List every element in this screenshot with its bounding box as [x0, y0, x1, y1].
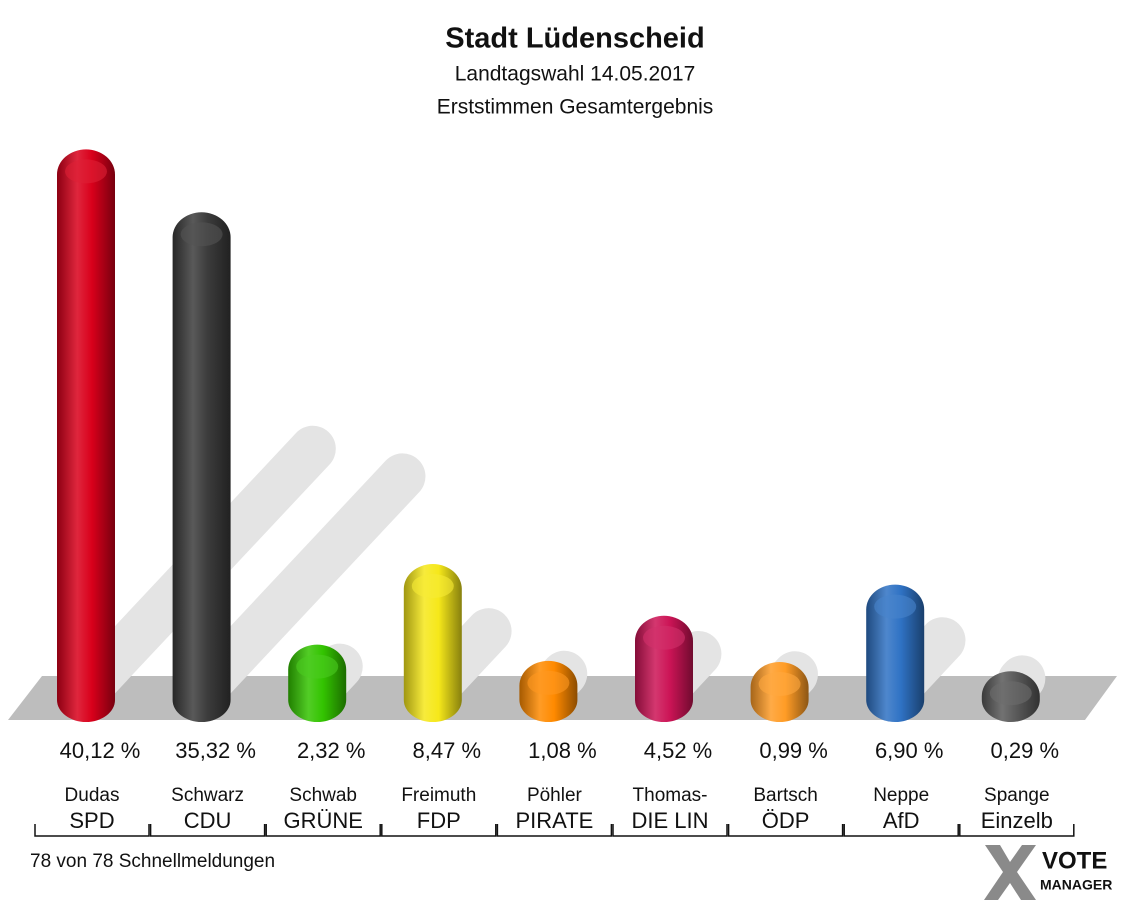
- bar-shadow: [188, 453, 426, 703]
- bracket: [149, 824, 266, 837]
- subtitle: Landtagswahl 14.05.2017: [455, 63, 696, 86]
- footer: 78 von 78 Schnellmeldungen: [30, 851, 275, 872]
- logo-mark: [984, 845, 1036, 900]
- subtitle: Erststimmen Gesamtergebnis: [437, 96, 714, 119]
- bracket: [381, 824, 497, 837]
- value-label: 0,29 %: [991, 738, 1060, 763]
- logo: VOTE MANAGER: [984, 845, 1112, 900]
- candidate-label: Schwarz: [171, 785, 244, 806]
- bracket: [959, 824, 1075, 837]
- bracket: [496, 824, 613, 837]
- bar: [57, 149, 115, 722]
- bar-cap: [296, 654, 339, 679]
- bracket: [727, 824, 844, 837]
- bar: [866, 584, 925, 723]
- bracket: [34, 824, 150, 837]
- bracket: [843, 824, 959, 837]
- bar-cap: [989, 681, 1032, 706]
- x-tick-label: ÖDP: [762, 808, 810, 833]
- x-tick-label: CDU: [184, 808, 232, 833]
- bar-cap: [180, 222, 223, 247]
- value-label: 2,32 %: [297, 738, 366, 763]
- chart-title: Stadt Lüdenscheid: [445, 23, 704, 55]
- bar: [172, 212, 231, 723]
- bar-cap: [643, 625, 685, 650]
- x-tick-label: SPD: [69, 808, 114, 833]
- candidate-label: Spange: [984, 785, 1050, 806]
- bracket: [612, 824, 728, 837]
- value-label: 6,90 %: [875, 738, 944, 763]
- bracket: [265, 824, 381, 837]
- value-label: 8,47 %: [413, 738, 482, 763]
- candidate-label: Neppe: [873, 785, 929, 806]
- value-label: 4,52 %: [644, 738, 713, 763]
- candidate-label: Freimuth: [401, 785, 476, 806]
- bar-cap: [65, 159, 107, 184]
- candidate-label: Bartsch: [753, 785, 817, 806]
- bar-cap: [758, 672, 801, 697]
- candidate-label: Dudas: [65, 785, 120, 806]
- logo-text: VOTE: [1042, 847, 1107, 874]
- value-label: 40,12 %: [60, 738, 141, 763]
- x-tick-label: AfD: [883, 808, 920, 833]
- candidate-label: Schwab: [289, 785, 357, 806]
- candidate-label: Thomas-: [633, 785, 708, 806]
- candidate-label: Pöhler: [527, 785, 583, 806]
- value-label: 35,32 %: [175, 738, 256, 763]
- x-tick-label: GRÜNE: [283, 808, 362, 833]
- bar-cap: [527, 670, 570, 695]
- x-tick-label: Einzelb: [981, 808, 1053, 833]
- bar: [403, 564, 462, 723]
- logo-text: MANAGER: [1040, 877, 1112, 893]
- x-tick-label: FDP: [417, 808, 461, 833]
- x-tick-label: PIRATE: [515, 808, 593, 833]
- value-label: 0,99 %: [759, 738, 828, 763]
- x-tick-label: DIE LIN: [631, 808, 708, 833]
- bar-cap: [874, 594, 917, 619]
- value-label: 1,08 %: [528, 738, 597, 763]
- bar-cap: [411, 574, 454, 599]
